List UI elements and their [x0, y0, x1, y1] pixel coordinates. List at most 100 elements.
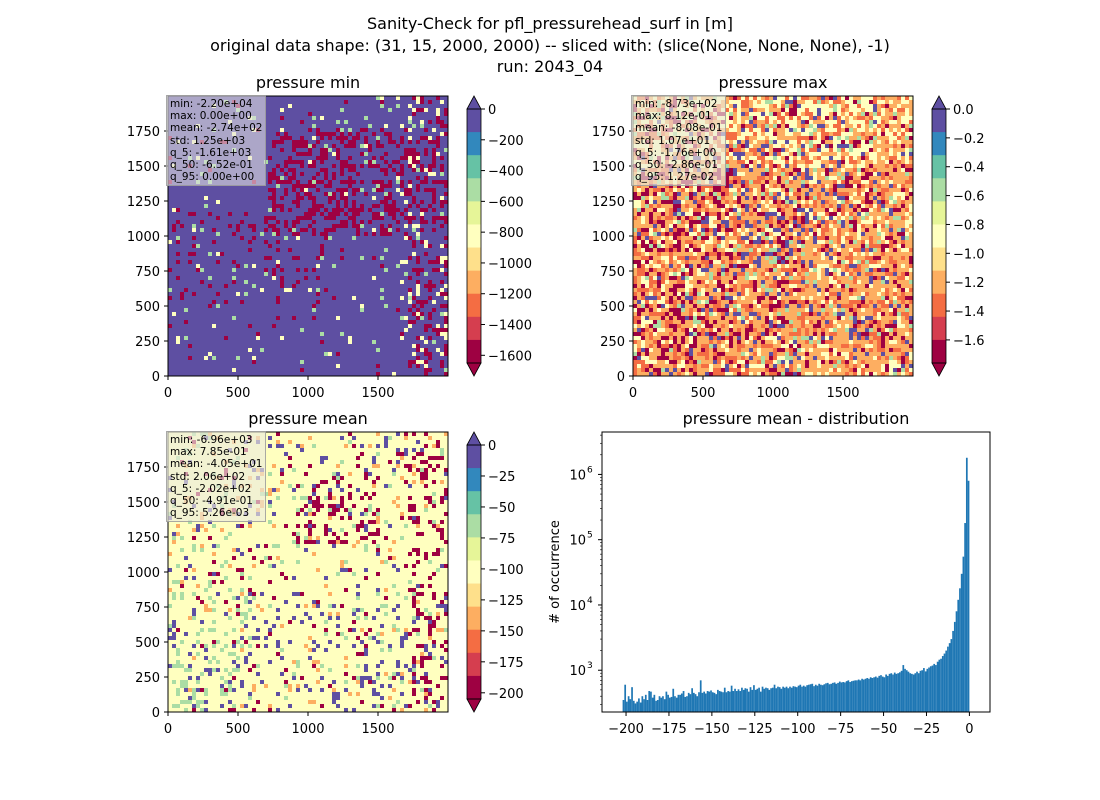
y-tick-label: 750: [135, 601, 160, 616]
colorbar-segment: [932, 316, 946, 341]
x-tick-label: 0: [629, 386, 637, 401]
colorbar-tick-label: −175: [488, 656, 524, 671]
x-tick-label: −125: [737, 722, 773, 737]
histogram-bar: [926, 668, 929, 712]
x-tick-label: 1500: [361, 722, 394, 737]
histogram-bar: [698, 692, 700, 712]
x-tick-label: 0: [164, 386, 172, 401]
x-tick-label: −50: [870, 722, 897, 737]
histogram-bar: [785, 686, 788, 712]
histogram-bar: [802, 685, 805, 712]
histogram-bar: [818, 683, 821, 712]
histogram-bar: [761, 686, 764, 712]
histogram-bar: [857, 679, 860, 712]
histogram-bar: [773, 684, 776, 712]
histogram-bar: [885, 674, 887, 712]
histogram-bar: [921, 670, 924, 712]
colorbar-tick-label: −1.4: [953, 305, 985, 320]
panel-title: pressure min: [256, 73, 360, 92]
colorbar-tick-label: −150: [488, 625, 524, 640]
histogram-bar: [783, 687, 786, 712]
histogram-bar: [861, 678, 863, 712]
colorbar-tick-label: −0.4: [953, 161, 985, 176]
colorbar-tick-label: −1200: [488, 288, 532, 303]
x-tick-label: 0: [965, 722, 973, 737]
colorbar-tick-label: −0.2: [953, 132, 985, 147]
histogram-bar: [862, 679, 865, 712]
histogram-bar: [689, 694, 692, 712]
histogram-bar: [744, 688, 747, 712]
y-axis: 0 250 500 750 1000 1250 1500 1750: [127, 461, 168, 721]
histogram-bar: [842, 682, 845, 712]
histogram-bar: [703, 691, 706, 712]
colorbar-segment: [467, 270, 481, 295]
histogram-bar: [708, 691, 711, 712]
histogram-bar: [933, 663, 936, 712]
panel-pressure-mean-distribution: pressure mean - distribution −200 −175 −15…: [548, 409, 991, 737]
histogram-bar: [741, 687, 743, 712]
stat-line: q_5: -1.61e+03: [170, 146, 252, 159]
stat-line: mean: -2.74e+02: [170, 122, 263, 135]
histogram-bar: [893, 672, 896, 712]
y-tick-label: 1750: [127, 125, 160, 140]
histogram-bar: [778, 687, 781, 712]
colorbar-tick-label: −125: [488, 594, 524, 609]
colorbar-extend-min: [466, 362, 482, 377]
histogram-bar: [965, 457, 968, 712]
y-tick-label: 10: [569, 534, 586, 549]
colorbar-segment: [467, 560, 481, 585]
histogram-bar: [663, 699, 666, 712]
y-tick-exponent: 4: [587, 596, 593, 606]
histogram-bar: [881, 676, 884, 712]
histogram-bar: [777, 686, 779, 712]
histogram-bar: [923, 668, 925, 712]
histogram-bar: [735, 691, 738, 712]
histogram-bar: [873, 677, 875, 712]
colorbar-segment: [467, 652, 481, 677]
histogram-bar: [624, 684, 627, 712]
x-tick-label: 1000: [291, 722, 324, 737]
colorbar-tick-label: −50: [488, 501, 515, 516]
y-tick-label: 250: [600, 335, 625, 350]
stat-line: q_5: -2.02e+02: [170, 482, 252, 495]
histogram-bar: [632, 700, 635, 712]
stat-line: std: 2.06e+02: [170, 470, 246, 483]
colorbar-tick-label: −0.6: [953, 190, 985, 205]
y-tick-label: 250: [135, 335, 160, 350]
histogram-bar: [821, 685, 824, 712]
colorbar-tick-label: −800: [488, 226, 524, 241]
histogram-bar: [756, 688, 759, 712]
histogram-bar: [730, 685, 733, 712]
stat-line: q_95: 0.00e+00: [170, 171, 255, 184]
colorbar-segment: [467, 109, 481, 133]
histogram-bar: [871, 678, 874, 712]
histogram-bar: [701, 692, 704, 712]
stat-line: max: 7.85e-01: [170, 446, 247, 459]
histogram-bar: [828, 684, 831, 712]
histogram-bar: [653, 694, 656, 712]
colorbar-tick-label: −0.8: [953, 218, 985, 233]
histogram-bar: [919, 670, 922, 712]
histogram-bar: [754, 689, 757, 712]
x-tick-label: 500: [226, 722, 251, 737]
histogram-bar: [792, 686, 795, 712]
histogram-bar: [790, 687, 793, 712]
y-tick-label: 10: [569, 664, 586, 679]
histogram-bar: [746, 688, 748, 712]
colorbar-tick-label: −200: [488, 687, 524, 702]
histogram-bar: [935, 665, 937, 712]
histogram-bar: [928, 667, 930, 712]
histogram-bar: [814, 684, 817, 712]
histogram-bar: [668, 697, 671, 712]
histogram-bar: [957, 599, 960, 712]
histogram-bar: [639, 702, 642, 712]
histogram-bar: [658, 696, 661, 712]
histogram-bar: [631, 687, 633, 712]
x-tick-label: −25: [913, 722, 940, 737]
y-tick-label: 750: [600, 265, 625, 280]
colorbar-extend-max: [466, 95, 482, 110]
histogram-bar: [677, 694, 680, 712]
colorbar-segment: [467, 132, 481, 156]
colorbar-segment: [932, 270, 946, 295]
histogram-bar: [648, 691, 651, 712]
